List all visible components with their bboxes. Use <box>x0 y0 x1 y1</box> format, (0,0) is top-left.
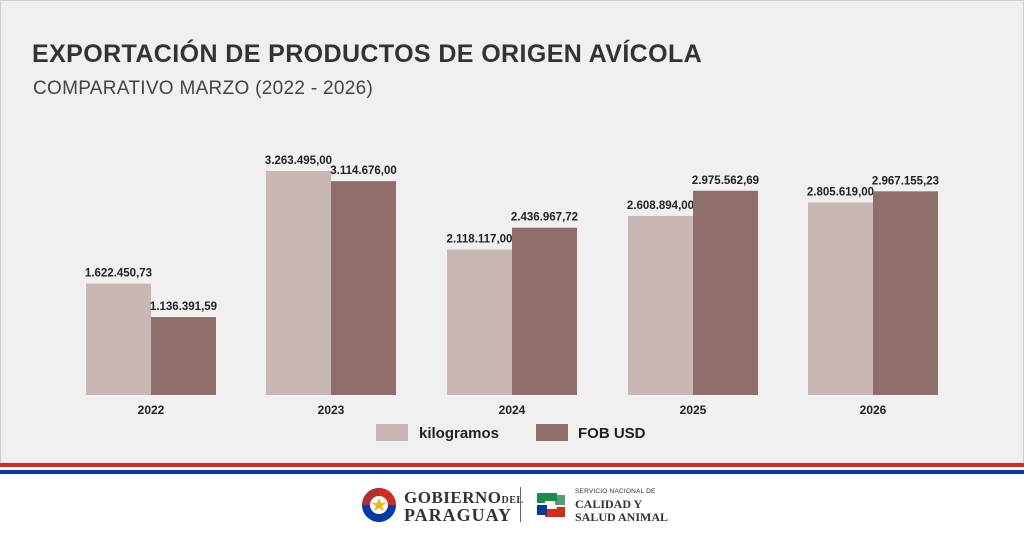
flag-stripe-blue <box>0 470 1024 474</box>
paraguay-emblem-icon <box>362 488 396 522</box>
bar-kilogramos-2024 <box>447 249 512 395</box>
senacsa-small-label: SERVICIO NACIONAL DE <box>575 488 656 495</box>
x-tick-label-2026: 2026 <box>860 403 887 417</box>
data-label-kilogramos-2025: 2.608.894,00 <box>627 200 694 212</box>
footer <box>0 474 1024 536</box>
flag-stripe-red <box>0 463 1024 467</box>
legend-label-fob-usd: FOB USD <box>578 425 646 442</box>
data-label-fob-usd-2023: 3.114.676,00 <box>330 165 397 177</box>
gobierno-paraguay-logo: GOBIERNODEL PARAGUAY <box>360 486 530 526</box>
paraguay-label: PARAGUAY <box>404 505 513 525</box>
x-tick-label-2023: 2023 <box>318 403 345 417</box>
bar-kilogramos-2025 <box>628 215 693 395</box>
senacsa-emblem-icon <box>537 493 565 517</box>
senacsa-calidad-label: CALIDAD Y <box>575 497 643 511</box>
data-label-kilogramos-2026: 2.805.619,00 <box>807 186 874 198</box>
bar-fob-usd-2022 <box>151 317 216 395</box>
bar-fob-usd-2026 <box>873 191 938 395</box>
senacsa-logo: SERVICIO NACIONAL DE CALIDAD Y SALUD ANI… <box>533 486 693 526</box>
logo-divider <box>520 487 521 522</box>
chart-title: EXPORTACIÓN DE PRODUCTOS DE ORIGEN AVÍCO… <box>32 40 703 68</box>
flag-stripe-white <box>0 467 1024 470</box>
bar-kilogramos-2026 <box>808 202 873 395</box>
data-label-kilogramos-2024: 2.118.117,00 <box>447 234 513 246</box>
gobierno-label: GOBIERNO <box>404 488 502 507</box>
data-label-fob-usd-2025: 2.975.562,69 <box>692 175 759 187</box>
bar-fob-usd-2023 <box>331 181 396 395</box>
data-label-fob-usd-2026: 2.967.155,23 <box>872 175 939 187</box>
bar-chart: 1.622.450,73 1.136.391,59 2022 3.263.495,00… <box>85 155 939 442</box>
legend-label-kilogramos: kilogramos <box>419 425 499 442</box>
bar-kilogramos-2022 <box>86 283 151 395</box>
data-label-fob-usd-2024: 2.436.967,72 <box>511 212 578 224</box>
bar-kilogramos-2023 <box>266 171 331 395</box>
senacsa-salud-label: SALUD ANIMAL <box>575 510 669 524</box>
legend-swatch-fob-usd <box>536 424 568 441</box>
bar-fob-usd-2025 <box>693 190 758 395</box>
chart-subtitle: COMPARATIVO MARZO (2022 - 2026) <box>33 78 374 99</box>
data-label-fob-usd-2022: 1.136.391,59 <box>150 301 217 313</box>
x-tick-label-2022: 2022 <box>138 403 165 417</box>
x-tick-label-2024: 2024 <box>499 403 526 417</box>
bar-fob-usd-2024 <box>512 227 577 395</box>
del-label: DEL <box>501 495 524 506</box>
legend-swatch-kilogramos <box>376 424 408 441</box>
x-tick-label-2025: 2025 <box>680 403 707 417</box>
data-label-kilogramos-2022: 1.622.450,73 <box>85 268 152 280</box>
data-label-kilogramos-2023: 3.263.495,00 <box>265 155 332 167</box>
